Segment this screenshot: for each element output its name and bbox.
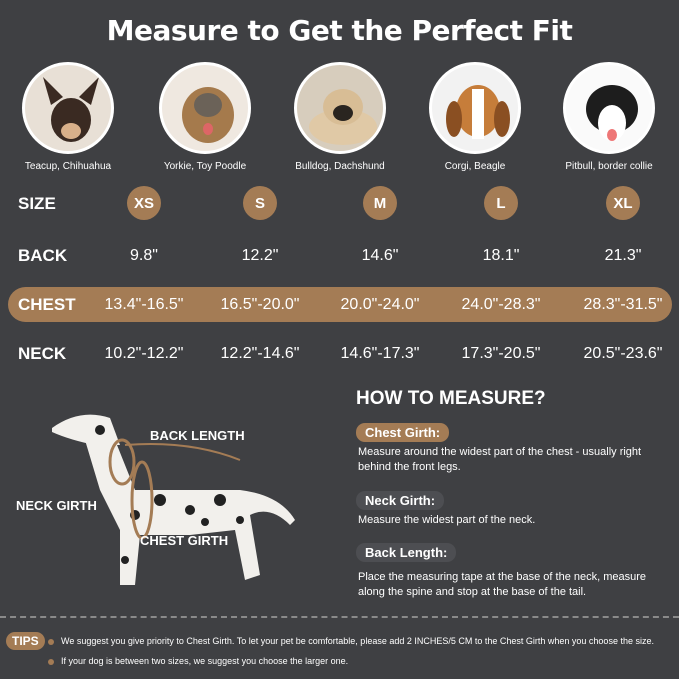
yorkie-photo [159, 62, 251, 154]
tip-item: If your dog is between two sizes, we sug… [48, 656, 348, 666]
neck-girth-heading: Neck Girth: [356, 491, 445, 510]
chest-row-label: CHEST [18, 295, 76, 314]
border-collie-photo [563, 62, 655, 154]
how-to-measure-heading: HOW TO MEASURE? [356, 388, 546, 409]
chest-value: 24.0"-28.3" [461, 296, 541, 313]
neck-value: 17.3"-20.5" [461, 345, 541, 362]
breed-caption: Teacup, Chihuahua [24, 161, 112, 172]
neck-value: 10.2"-12.2" [104, 345, 184, 362]
dalmatian-diagram [52, 414, 295, 585]
chest-value: 28.3"-31.5" [583, 296, 663, 313]
back-value: 14.6" [361, 247, 399, 264]
back-value: 18.1" [482, 247, 520, 264]
chest-value: 13.4"-16.5" [104, 296, 184, 313]
tips-badge: TIPS [6, 632, 45, 650]
chihuahua-photo [22, 62, 114, 154]
pug-photo [294, 62, 386, 154]
neck-value: 14.6"-17.3" [340, 345, 420, 362]
neck-value: 20.5"-23.6" [583, 345, 663, 362]
chest-value: 16.5"-20.0" [220, 296, 300, 313]
back-row-label: BACK [18, 246, 68, 265]
neck-girth-label: NECK GIRTH [16, 498, 97, 513]
size-badge: S [243, 186, 277, 220]
neck-value: 12.2"-14.6" [220, 345, 300, 362]
beagle-photo [429, 62, 521, 154]
breed-caption: Bulldog, Dachshund [295, 161, 385, 172]
breed-caption: Corgi, Beagle [444, 161, 506, 172]
chest-row-highlight [8, 287, 672, 322]
size-badge: M [363, 186, 397, 220]
chest-value: 20.0"-24.0" [340, 296, 420, 313]
back-length-description: Place the measuring tape at the base of … [358, 571, 647, 598]
breed-caption: Pitbull, border collie [565, 161, 653, 172]
divider [0, 616, 679, 618]
chest-girth-label: CHEST GIRTH [140, 533, 229, 548]
tip-item: We suggest you give priority to Chest Gi… [48, 636, 654, 646]
neck-row-label: NECK [18, 344, 67, 363]
neck-girth-description: Measure the widest part of the neck. [358, 514, 536, 526]
back-value: 21.3" [604, 247, 642, 264]
size-badge: XL [606, 186, 640, 220]
chest-girth-description: Measure around the widest part of the ch… [358, 446, 642, 473]
size-badge: XS [127, 186, 161, 220]
size-row-label: SIZE [18, 194, 56, 213]
back-length-label: BACK LENGTH [150, 428, 245, 443]
breed-caption: Yorkie, Toy Poodle [163, 161, 247, 172]
page-title: Measure to Get the Perfect Fit [106, 14, 573, 47]
back-length-heading: Back Length: [356, 543, 457, 562]
size-badge: L [484, 186, 518, 220]
back-value: 9.8" [130, 247, 158, 264]
back-value: 12.2" [241, 247, 279, 264]
chest-girth-heading: Chest Girth: [356, 423, 450, 442]
